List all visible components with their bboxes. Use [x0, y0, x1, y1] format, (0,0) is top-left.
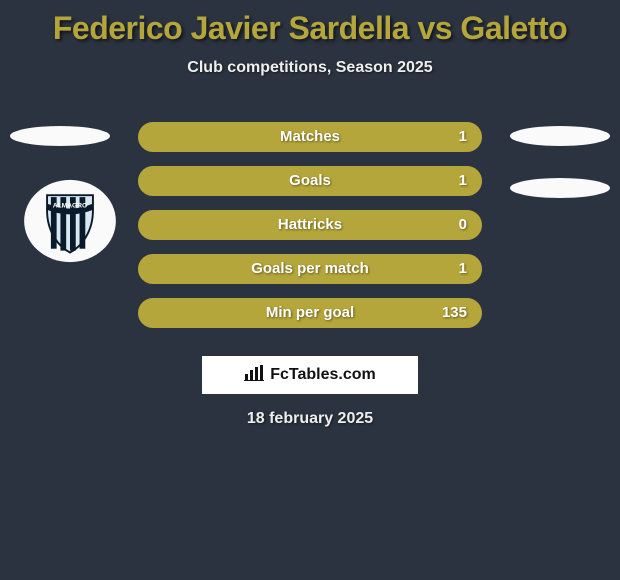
stat-row: Goals 1 — [138, 166, 482, 196]
stat-label: Goals per match — [139, 255, 481, 283]
stat-value: 0 — [459, 211, 467, 239]
stat-row: Hattricks 0 — [138, 210, 482, 240]
brand-badge: FcTables.com — [202, 356, 418, 394]
stats-column: Matches 1 Goals 1 Hattricks 0 Goals per … — [138, 122, 482, 342]
stat-value: 1 — [459, 167, 467, 195]
stat-value: 1 — [459, 255, 467, 283]
club-badge: ALMAGRO — [22, 178, 118, 264]
stat-row: Min per goal 135 — [138, 298, 482, 328]
stat-row: Goals per match 1 — [138, 254, 482, 284]
placeholder-oval-right-2 — [510, 178, 610, 198]
page-root: Federico Javier Sardella vs Galetto Club… — [0, 0, 620, 580]
stat-label: Hattricks — [139, 211, 481, 239]
club-badge-label: ALMAGRO — [53, 203, 87, 210]
stat-label: Goals — [139, 167, 481, 195]
stat-row: Matches 1 — [138, 122, 482, 152]
stat-label: Matches — [139, 123, 481, 151]
placeholder-oval-left — [10, 126, 110, 146]
date-line: 18 february 2025 — [0, 410, 620, 428]
page-subtitle: Club competitions, Season 2025 — [0, 59, 620, 77]
page-title: Federico Javier Sardella vs Galetto — [0, 0, 620, 47]
stat-label: Min per goal — [139, 299, 481, 327]
stat-value: 1 — [459, 123, 467, 151]
placeholder-oval-right-1 — [510, 126, 610, 146]
stat-value: 135 — [442, 299, 467, 327]
club-badge-icon: ALMAGRO — [22, 178, 118, 264]
brand-text: FcTables.com — [270, 366, 376, 384]
bar-chart-icon — [244, 365, 264, 386]
